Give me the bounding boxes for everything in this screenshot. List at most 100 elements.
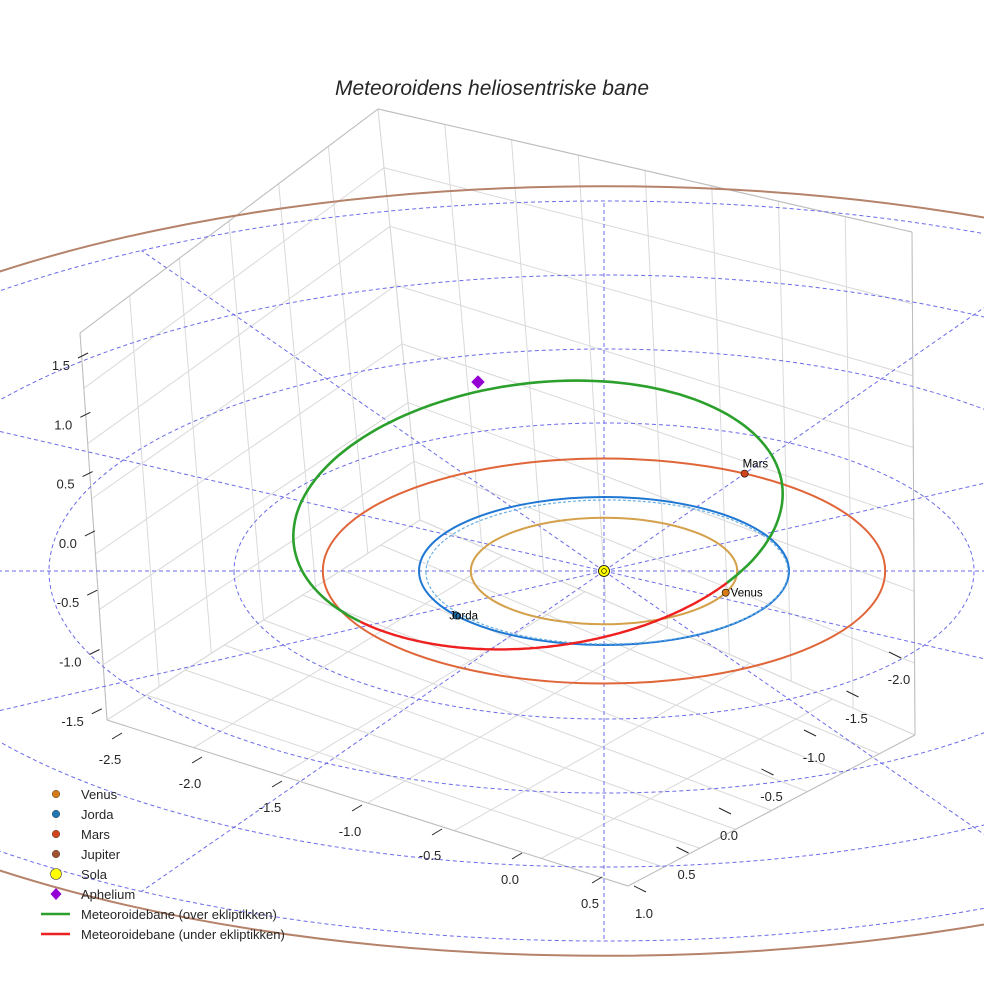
legend-label: Venus [81, 787, 118, 802]
radial-line [141, 570, 605, 892]
mars-marker [740, 469, 749, 478]
x-tick [271, 780, 283, 788]
x-tick [431, 828, 443, 836]
reference-circles [0, 200, 984, 942]
grid-line [224, 644, 736, 830]
grid-line [129, 295, 160, 687]
legend-label: Meteoroidebane (over ekliptikken) [81, 907, 277, 922]
grid-line [383, 167, 913, 305]
z-tick [84, 530, 96, 537]
legend-swatch [51, 809, 61, 819]
y-tick [761, 768, 774, 776]
venus-label: Venus [731, 588, 763, 600]
venus-orbit [469, 516, 739, 626]
grid-line [87, 226, 391, 444]
grid-line [380, 544, 880, 755]
grid-line [419, 519, 916, 736]
axis-edge [627, 734, 916, 887]
grid-line [185, 669, 700, 849]
x-tick-label: 0.0 [501, 872, 519, 887]
meteoroid-orbit [291, 379, 785, 651]
reference-circle [0, 274, 984, 868]
legend-label: Aphelium [81, 887, 135, 902]
reference-circle [0, 200, 984, 942]
x-tick-label: -1.5 [259, 800, 281, 815]
x-tick-label: -1.0 [339, 824, 361, 839]
radial-line [0, 570, 605, 712]
y-tick-label: -0.5 [760, 789, 782, 804]
legend-swatch [50, 888, 62, 900]
grid-line [401, 343, 914, 520]
grid-line [102, 460, 415, 666]
grid-line [389, 225, 913, 377]
grid-line [644, 170, 668, 628]
y-tick-label: -2.0 [888, 672, 910, 687]
legend-swatch [50, 868, 62, 880]
jorda-marker [452, 611, 461, 620]
x-tick [591, 876, 603, 884]
x-tick-label: -2.0 [179, 776, 201, 791]
legend-swatch [51, 789, 61, 799]
y-tick-label: 1.0 [635, 906, 653, 921]
grid-line [778, 201, 792, 682]
z-tick-label: -0.5 [57, 595, 79, 610]
radial-line [603, 307, 984, 572]
axis-edge [911, 231, 916, 736]
y-tick [846, 690, 859, 698]
reference-circle [48, 348, 984, 794]
z-tick-label: -1.0 [59, 655, 81, 670]
jorda-orbit [417, 496, 791, 646]
legend: Venus Jorda Mars Jupiter Sola Aphelium Meteoro… [41, 787, 285, 942]
grid-line [178, 258, 212, 654]
planet-orbits [0, 185, 984, 957]
jupiter-orbit [0, 185, 984, 957]
grid-line [377, 108, 421, 521]
chart-title: Meteoroidens heliosentriske bane [335, 77, 649, 100]
legend-label: Mars [81, 827, 110, 842]
reference-circle [233, 422, 975, 720]
y-tick-label: -1.5 [845, 711, 867, 726]
venus-marker [721, 588, 730, 597]
sola-core [601, 568, 607, 574]
mars-orbit [321, 457, 887, 685]
grid-line [278, 183, 317, 587]
axis-edge [377, 108, 913, 233]
grid-line [844, 216, 854, 709]
x-tick [351, 804, 363, 812]
x-tick-label: 0.5 [581, 896, 599, 911]
jorda-label: Jorda [449, 611, 478, 623]
aphelium-marker [471, 375, 485, 389]
y-tick [803, 729, 817, 737]
axis-edge [79, 332, 108, 721]
x-tick [511, 852, 523, 860]
grid-line [99, 402, 409, 610]
grid-line [395, 284, 914, 449]
y-tick-label: -1.0 [803, 750, 825, 765]
grid-line [577, 155, 607, 601]
axis-grid [79, 108, 916, 887]
axis-ticks: 1.5 1.0 0.5 0.0 -0.5 -1.0 -1.5 -2.5 -2.0 -1.5 -1.0… [52, 352, 910, 921]
y-tick [633, 885, 647, 893]
jorda-orbit-inner [425, 499, 789, 645]
meteoroid-orbit-above [291, 379, 785, 623]
radial-line [603, 570, 984, 660]
y-tick [676, 846, 689, 854]
x-tick [111, 732, 123, 740]
legend-label: Meteoroidebane (under ekliptikken) [81, 927, 285, 942]
grid-line [413, 460, 915, 664]
y-tick-label: 0.0 [720, 828, 738, 843]
mars-label: Mars [743, 459, 769, 471]
z-tick-label: 0.5 [57, 477, 75, 492]
x-tick-label: -0.5 [419, 848, 441, 863]
z-tick-label: 0.0 [59, 536, 77, 551]
x-tick-label: -2.5 [99, 752, 121, 767]
z-tick-label: 1.0 [54, 417, 72, 432]
meteoroid-orbit-below [359, 581, 728, 651]
grid-line [228, 220, 264, 621]
grid-line [327, 146, 369, 554]
legend-label: Sola [81, 867, 108, 882]
z-tick [91, 708, 103, 715]
legend-label: Jorda [81, 807, 114, 822]
